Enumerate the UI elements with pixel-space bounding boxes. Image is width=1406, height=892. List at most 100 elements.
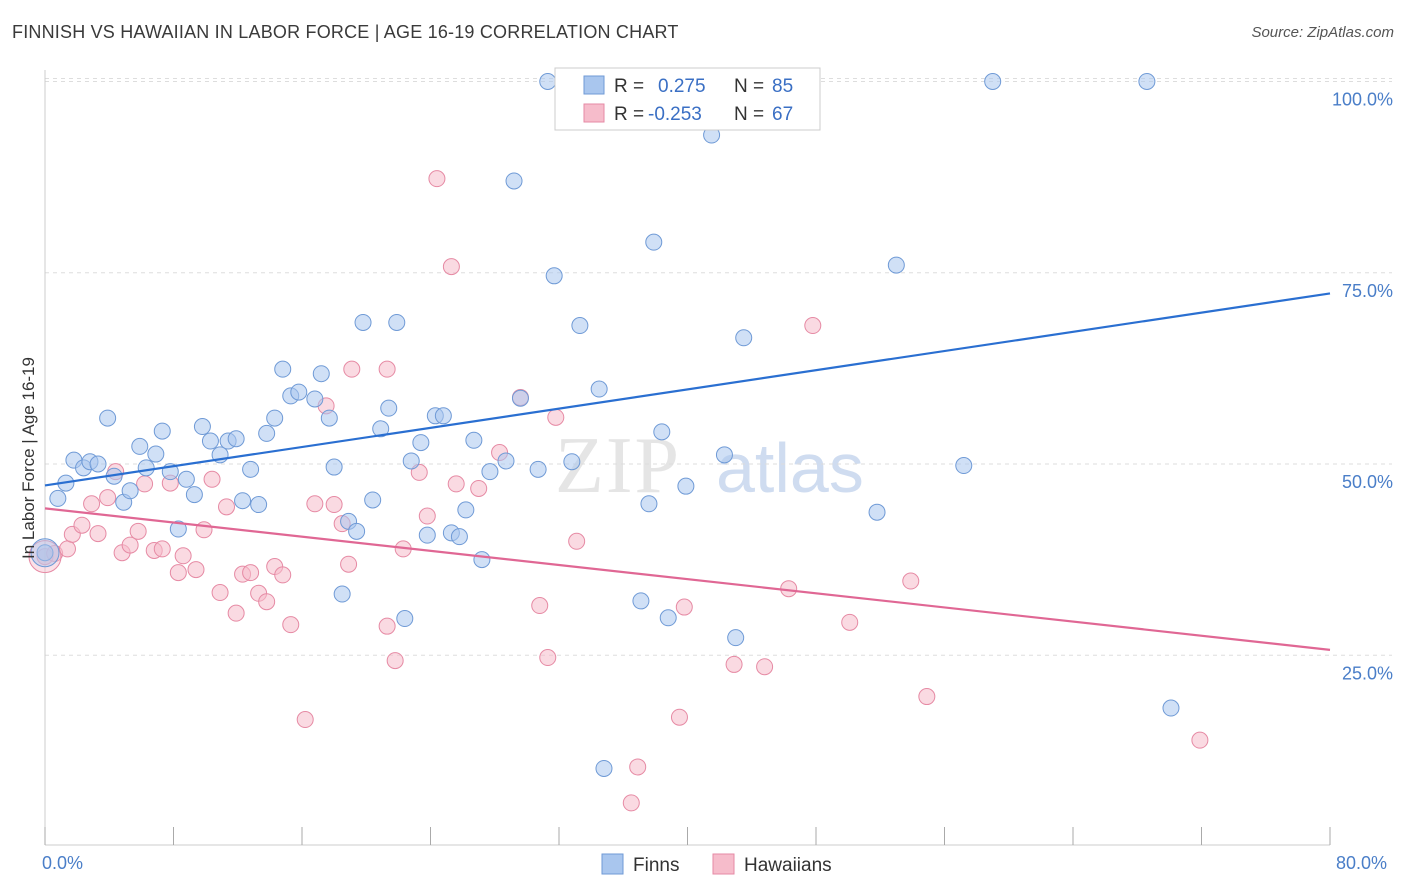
hawaiians-point [325, 496, 343, 514]
finns-point [325, 458, 343, 476]
hawaiians-point [58, 540, 76, 558]
hawaiians-point [121, 536, 139, 554]
finns-point [201, 432, 219, 450]
finns-point [121, 482, 139, 500]
finns-point-large [30, 538, 60, 568]
finns-point [147, 445, 165, 463]
hawaiians-point [531, 597, 549, 615]
legend-swatch-finns [583, 75, 605, 95]
finns-point [727, 629, 745, 647]
finns-point [457, 501, 475, 519]
finns-point [590, 380, 608, 398]
finns-point [984, 73, 1002, 90]
y-tick-label-75: 75.0% [1342, 281, 1393, 301]
legend-n-label-hawaiians: N = [734, 104, 764, 125]
x-tick-label-max: 80.0% [1336, 853, 1387, 873]
finns-point [465, 431, 483, 449]
hawaiians-point [89, 525, 107, 543]
hawaiians-point [258, 593, 276, 611]
chart-source: Source: ZipAtlas.com [1251, 24, 1394, 41]
finns-point [348, 522, 366, 540]
legend-r-label-finns: R = [614, 76, 644, 97]
hawaiians-point [153, 540, 171, 558]
legend-n-value-hawaiians: 67 [772, 104, 793, 125]
finns-point [388, 313, 406, 331]
finns-point [227, 430, 245, 448]
finns-point [640, 495, 658, 513]
finns-point [266, 409, 284, 427]
hawaiians-point [539, 649, 557, 667]
hawaiians-point [629, 758, 647, 776]
watermark-atlas: atlas [716, 429, 864, 507]
finns-point [434, 407, 452, 425]
finns-point [1138, 73, 1156, 90]
hawaiians-points [28, 170, 1209, 812]
bottom-legend-label-hawaiians: Hawaiians [744, 855, 832, 876]
y-tick-label-50: 50.0% [1342, 472, 1393, 492]
finns-point [320, 409, 338, 427]
finns-point [450, 528, 468, 546]
hawaiians-point [568, 532, 586, 550]
hawaiians-point [99, 489, 117, 507]
hawaiians-point [386, 652, 404, 670]
finns-point [887, 256, 905, 274]
hawaiians-point [211, 584, 229, 602]
hawaiians-point [296, 711, 314, 729]
finns-point [333, 585, 351, 603]
hawaiians-point [343, 360, 361, 378]
x-tick-label-min: 0.0% [42, 853, 83, 873]
hawaiians-point [306, 495, 324, 513]
hawaiians-trend-line [44, 507, 1331, 651]
finns-point [137, 459, 155, 477]
finns-point [312, 365, 330, 383]
hawaiians-point [227, 604, 245, 622]
hawaiians-point [918, 688, 936, 706]
y-tick-labels: 25.0% 50.0% 75.0% 100.0% [1332, 90, 1393, 684]
hawaiians-point [203, 470, 221, 488]
bottom-legend-label-finns: Finns [633, 855, 679, 876]
bottom-legend-swatch-finns [601, 853, 624, 875]
finns-point [715, 446, 733, 464]
y-tick-label-25: 25.0% [1342, 663, 1393, 683]
legend-n-label-finns: N = [734, 76, 764, 97]
hawaiians-point [174, 547, 192, 565]
bottom-legend: Finns Hawaiians [601, 853, 832, 876]
finns-point [185, 486, 203, 504]
hawaiians-point [242, 564, 260, 582]
hawaiians-point [129, 522, 147, 540]
finns-point [529, 460, 547, 478]
finns-point [412, 434, 430, 452]
hawaiians-point [136, 475, 154, 493]
finns-point [177, 470, 195, 488]
hawaiians-point [187, 561, 205, 579]
finns-point [659, 609, 677, 627]
hawaiians-point [670, 708, 688, 726]
legend-r-label-hawaiians: R = [614, 104, 644, 125]
finns-point [571, 317, 589, 335]
finns-points [30, 73, 1180, 777]
finns-point [380, 399, 398, 417]
finns-point [632, 592, 650, 610]
finns-point [364, 491, 382, 509]
finns-point [418, 526, 436, 544]
hawaiians-point [442, 258, 460, 276]
finns-point [677, 477, 695, 495]
finns-point [396, 610, 414, 628]
hawaiians-point [274, 566, 292, 584]
finns-point [653, 423, 671, 441]
legend-n-value-finns: 85 [772, 76, 793, 97]
hawaiians-point [1191, 731, 1209, 749]
finns-point [473, 551, 491, 569]
finns-point [49, 489, 67, 507]
legend-swatch-hawaiians [583, 103, 605, 123]
chart-title: FINNISH VS HAWAIIAN IN LABOR FORCE | AGE… [12, 22, 679, 42]
hawaiians-point [470, 479, 488, 497]
hawaiians-point [340, 555, 358, 573]
finns-point [99, 409, 117, 427]
finns-point [645, 233, 663, 251]
watermark: ZIP atlas [555, 422, 864, 510]
hawaiians-point [725, 655, 743, 673]
x-ticks [44, 827, 1331, 845]
hawaiians-point [73, 516, 91, 534]
hawaiians-point [902, 572, 920, 590]
